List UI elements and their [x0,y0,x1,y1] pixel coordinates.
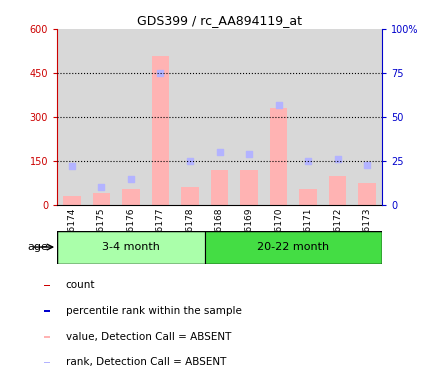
Bar [293,29,322,205]
Text: count: count [66,280,95,291]
Bar [116,29,145,205]
Bar [122,189,139,205]
Bar [269,108,287,205]
Bar [151,56,169,205]
Bar [57,231,204,264]
Text: value, Detection Call = ABSENT: value, Detection Call = ABSENT [66,332,231,342]
Point [363,162,370,168]
Bar [328,176,346,205]
Bar [63,196,81,205]
Bar [204,29,234,205]
Bar [145,29,175,205]
Text: 3-4 month: 3-4 month [102,242,159,252]
Bar [322,29,352,205]
Text: rank, Detection Call = ABSENT: rank, Detection Call = ABSENT [66,357,226,366]
Point [215,149,223,155]
Bar [352,29,381,205]
Point [156,70,163,76]
Text: percentile rank within the sample: percentile rank within the sample [66,306,241,316]
Bar [92,193,110,205]
Point [186,158,193,164]
Bar [357,183,375,205]
Bar [210,170,228,205]
Bar [181,187,198,205]
Bar [57,29,86,205]
Point [68,163,75,169]
Point [98,184,105,190]
Bar [299,189,316,205]
Bar [263,29,293,205]
Text: age: age [27,242,48,252]
Bar [240,170,257,205]
Point [245,151,252,157]
Point [127,176,134,182]
Bar [44,362,50,363]
Bar [234,29,263,205]
Point [333,156,340,162]
Bar [175,29,204,205]
Point [304,158,311,164]
Bar [204,231,381,264]
Bar [44,310,50,312]
Title: GDS399 / rc_AA894119_at: GDS399 / rc_AA894119_at [137,14,301,27]
Point [275,102,282,108]
Bar [44,285,50,286]
Bar [44,336,50,337]
Bar [86,29,116,205]
Text: 20-22 month: 20-22 month [257,242,328,252]
